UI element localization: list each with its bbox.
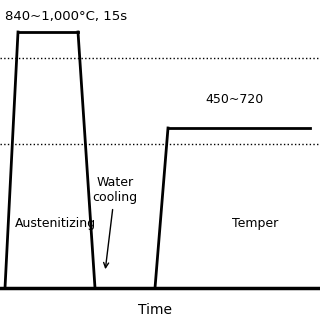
- Text: Temper: Temper: [232, 218, 278, 230]
- Text: 450~720: 450~720: [205, 92, 263, 106]
- Text: Time: Time: [138, 303, 172, 317]
- Text: Austenitizing: Austenitizing: [15, 218, 96, 230]
- Text: 840~1,000°C, 15s: 840~1,000°C, 15s: [5, 10, 127, 23]
- Text: Water
cooling: Water cooling: [92, 176, 138, 268]
